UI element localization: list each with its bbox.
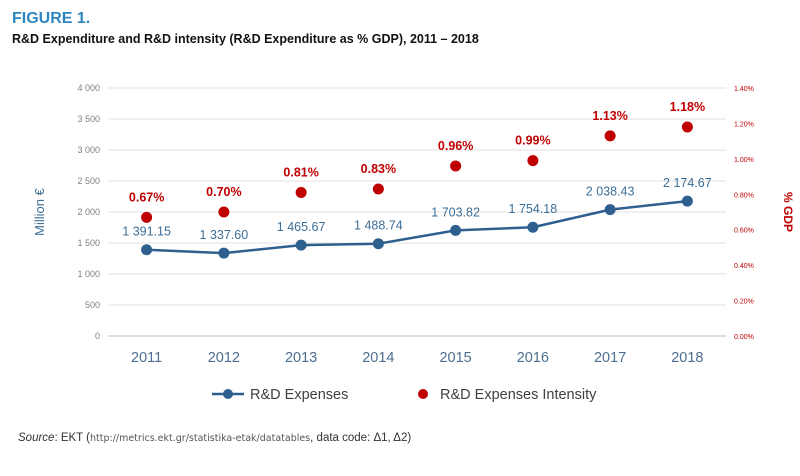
- rd-intensity-point: [295, 187, 307, 199]
- left-tick-label: 2 000: [77, 207, 100, 217]
- rd-intensity-point: [450, 160, 462, 172]
- figure-label: FIGURE 1.: [12, 10, 91, 27]
- rd-intensity-data-label: 0.67%: [129, 190, 164, 204]
- rd-intensity-data-label: 1.13%: [592, 109, 627, 123]
- rd-intensity-point: [527, 155, 539, 167]
- right-axis-title: % GDP: [781, 192, 795, 232]
- x-tick-label: 2013: [285, 350, 317, 366]
- source-url: http://metrics.ekt.gr/statistika-etak/da…: [90, 433, 311, 444]
- rd-expenses-point: [604, 204, 616, 216]
- left-tick-label: 1 000: [77, 269, 100, 279]
- series-line-rd-expenses: [146, 199, 688, 255]
- rd-expenses-data-label: 1 488.74: [354, 219, 403, 233]
- right-tick-label: 0.60%: [734, 228, 754, 235]
- right-tick-label: 1.40%: [734, 86, 754, 93]
- source-label: Source: [18, 432, 55, 444]
- left-tick-label: 3 500: [77, 114, 100, 124]
- rd-expenses-data-label: 1 391.15: [122, 225, 171, 239]
- right-tick-label: 1.20%: [734, 121, 754, 128]
- right-tick-label: 0.20%: [734, 299, 754, 306]
- x-tick-label: 2011: [131, 350, 162, 366]
- rd-intensity-point: [141, 211, 153, 223]
- right-tick-label: 0.80%: [734, 192, 754, 199]
- rd-expenses-point: [295, 239, 307, 251]
- left-axis-title: Million €: [32, 187, 47, 235]
- rd-expenses-data-label: 2 038.43: [586, 185, 635, 199]
- rd-expenses-data-label: 1 337.60: [200, 228, 249, 242]
- rd-expenses-point: [218, 247, 230, 259]
- rd-intensity-point: [372, 183, 384, 195]
- left-tick-label: 2 500: [77, 176, 100, 186]
- rd-expenses-point: [450, 224, 462, 236]
- legend-marker-rd-intensity: [418, 389, 428, 399]
- rd-intensity-data-label: 0.83%: [361, 162, 396, 176]
- source-text-post: , data code: Δ1, Δ2): [310, 432, 412, 444]
- source-text-pre: : EKT (: [54, 432, 91, 444]
- rd-intensity-point: [604, 130, 616, 142]
- left-tick-label: 0: [95, 331, 100, 341]
- rd-chart: 0 500 1 000 1 500 2 000 2 500 3 000 3 500 4 000 0…: [32, 83, 795, 403]
- rd-intensity-data-label: 0.81%: [283, 166, 318, 180]
- figure-title: R&D Expenditure and R&D intensity (R&D E…: [12, 32, 479, 46]
- rd-expenses-data-label: 1 703.82: [431, 205, 480, 219]
- rd-intensity-data-label: 0.96%: [438, 139, 473, 153]
- left-tick-label: 500: [85, 300, 100, 310]
- left-tick-label: 4 000: [77, 83, 100, 93]
- legend-label-rd-intensity: R&D Expenses Intensity: [440, 387, 597, 403]
- rd-expenses-point: [527, 221, 539, 233]
- rd-expenses-data-label: 2 174.67: [663, 176, 712, 190]
- rd-intensity-data-label: 0.70%: [206, 185, 241, 199]
- x-tick-label: 2016: [517, 350, 549, 366]
- rd-intensity-data-label: 1.18%: [670, 100, 705, 114]
- rd-expenses-data-label: 1 465.67: [277, 220, 326, 234]
- x-tick-label: 2015: [439, 350, 471, 366]
- rd-intensity-point: [218, 206, 230, 218]
- rd-intensity-point: [681, 121, 693, 133]
- legend-marker-rd-expenses: [223, 389, 233, 399]
- x-tick-label: 2012: [208, 350, 240, 366]
- left-tick-label: 1 500: [77, 238, 100, 248]
- x-tick-label: 2017: [594, 350, 626, 366]
- right-tick-label: 0.40%: [734, 263, 754, 270]
- source-note: Source: EKT (http://metrics.ekt.gr/stati…: [18, 432, 411, 444]
- rd-expenses-point: [681, 195, 693, 207]
- x-tick-label: 2018: [671, 350, 703, 366]
- left-tick-label: 3 000: [77, 145, 100, 155]
- legend-label-rd-expenses: R&D Expenses: [250, 387, 348, 403]
- rd-expenses-data-label: 1 754.18: [509, 202, 558, 216]
- rd-expenses-point: [141, 244, 153, 256]
- x-tick-label: 2014: [362, 350, 394, 366]
- right-tick-label: 0.00%: [734, 334, 754, 341]
- right-tick-label: 1.00%: [734, 157, 754, 164]
- rd-expenses-point: [372, 238, 384, 250]
- rd-intensity-data-label: 0.99%: [515, 134, 550, 148]
